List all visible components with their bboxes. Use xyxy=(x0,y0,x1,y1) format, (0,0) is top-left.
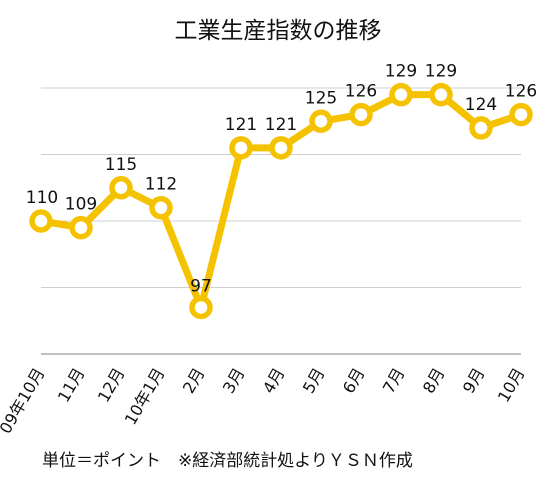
x-tick-label: 9月 xyxy=(459,365,489,397)
data-label: 121 xyxy=(265,115,297,135)
data-label: 115 xyxy=(105,155,137,175)
x-tick-label: 09年10月 xyxy=(0,365,48,437)
data-points xyxy=(29,82,533,320)
x-tick-label: 10月 xyxy=(494,365,529,406)
data-label: 112 xyxy=(145,175,177,195)
data-label: 124 xyxy=(465,95,497,115)
data-point xyxy=(229,136,253,160)
x-tick-label: 11月 xyxy=(54,365,89,406)
data-point xyxy=(189,295,213,320)
data-label: 129 xyxy=(385,62,417,82)
x-tick-label: 5月 xyxy=(299,365,329,397)
data-point xyxy=(429,82,453,107)
data-label: 126 xyxy=(505,82,537,102)
data-point xyxy=(389,82,413,107)
data-point xyxy=(149,195,173,220)
data-label: 126 xyxy=(345,82,377,102)
x-tick-label: 4月 xyxy=(259,365,289,397)
chart-title: 工業生産指数の推移 xyxy=(175,18,382,44)
data-label: 129 xyxy=(425,62,457,82)
x-tick-label: 8月 xyxy=(419,365,449,397)
data-point xyxy=(309,109,333,133)
data-label: 109 xyxy=(65,195,97,215)
x-tick-label: 6月 xyxy=(339,365,369,397)
data-label: 125 xyxy=(305,88,337,108)
data-point xyxy=(29,209,53,233)
data-point xyxy=(349,102,373,127)
x-tick-label: 3月 xyxy=(219,365,249,397)
data-point xyxy=(469,116,493,140)
data-label: 110 xyxy=(26,188,58,208)
x-tick-label: 7月 xyxy=(379,365,409,397)
gridlines xyxy=(41,87,521,355)
data-label: 121 xyxy=(225,115,257,135)
x-tick-label: 12月 xyxy=(94,365,129,406)
data-labels: 110 109 115 112 97 121 121 125 126 129 129 124 126 xyxy=(26,62,537,297)
data-point xyxy=(109,176,133,200)
footnote: 単位＝ポイント ※経済部統計処よりＹＳＮ作成 xyxy=(42,451,413,471)
data-label: 97 xyxy=(190,276,212,296)
data-point xyxy=(69,215,93,240)
data-point xyxy=(509,102,533,127)
data-point xyxy=(269,136,293,160)
x-tick-label: 2月 xyxy=(179,365,209,397)
